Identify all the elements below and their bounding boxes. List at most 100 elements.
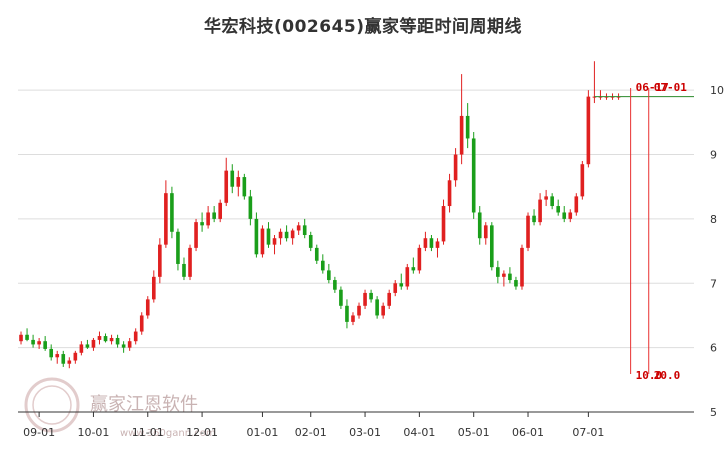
candle-body xyxy=(459,115,464,155)
candle xyxy=(284,225,289,242)
candle-body xyxy=(339,289,343,306)
axes: 5 6 7 8 9 10 09-01 10-01 11-01 12-01 01-01 02-01 03-… xyxy=(18,84,724,439)
candle-body xyxy=(471,138,476,213)
candle xyxy=(405,263,410,290)
candle xyxy=(411,257,416,274)
candle xyxy=(375,296,379,319)
candle xyxy=(97,331,102,345)
candle-body xyxy=(302,225,307,235)
candle xyxy=(164,180,168,248)
candle xyxy=(369,289,373,303)
watermark-text: 赢家江恩软件 xyxy=(90,393,198,415)
candle xyxy=(290,228,295,245)
x-tick-label: 02-01 xyxy=(295,426,327,439)
y-tick-label: 6 xyxy=(710,342,717,355)
candle-body xyxy=(562,212,567,219)
candle xyxy=(489,222,494,271)
candle xyxy=(206,206,210,229)
candle-body xyxy=(248,196,253,219)
candle-body xyxy=(115,337,120,345)
candle-body xyxy=(103,336,108,342)
y-tick-label: 9 xyxy=(710,149,717,162)
candle xyxy=(465,103,470,149)
candle xyxy=(296,222,301,235)
candle-body xyxy=(200,222,204,226)
candle-body xyxy=(91,339,96,348)
cycle-bottom-label: 20.0 xyxy=(654,369,681,382)
candle xyxy=(188,244,192,281)
candle-body xyxy=(387,292,392,306)
candle xyxy=(248,189,253,226)
candle-body xyxy=(284,231,289,239)
y-tick-label: 7 xyxy=(710,277,717,290)
candle-body xyxy=(369,292,373,300)
candle xyxy=(441,199,446,245)
cycle-lines: 06-17 10.0 07-01 20.0 xyxy=(594,81,694,382)
candle-body xyxy=(586,96,591,165)
candle xyxy=(224,157,229,207)
x-tick-label: 12-01 xyxy=(186,426,218,439)
candle-body xyxy=(502,273,506,277)
candle xyxy=(526,212,530,252)
candle xyxy=(133,328,138,345)
candle-body xyxy=(477,212,482,239)
candle-body xyxy=(218,202,223,219)
candle-body xyxy=(357,305,361,316)
candle-body xyxy=(206,212,210,226)
watermark-url: www.360gann.com xyxy=(120,428,216,439)
x-tick-label: 07-01 xyxy=(572,426,604,439)
candle xyxy=(345,299,349,329)
watermark: 赢家江恩软件 www.360gann.com xyxy=(24,377,216,439)
candle-body xyxy=(158,244,162,277)
candle xyxy=(320,254,325,274)
candle-body xyxy=(351,315,355,322)
candle-body xyxy=(290,230,295,239)
x-tick-label: 11-01 xyxy=(132,426,164,439)
candles xyxy=(19,61,621,369)
candle-body xyxy=(447,180,452,207)
candle-body xyxy=(73,352,78,361)
candle-body xyxy=(441,206,446,242)
candle-body xyxy=(254,218,259,255)
candle xyxy=(429,235,434,252)
candle xyxy=(381,302,385,319)
candle xyxy=(417,244,422,274)
candle xyxy=(260,225,265,258)
candle xyxy=(236,170,241,197)
candle-body xyxy=(393,283,398,293)
candle-body xyxy=(19,334,23,342)
candle-body xyxy=(176,231,180,264)
x-tick-label: 10-01 xyxy=(77,426,109,439)
candle-body xyxy=(532,215,536,223)
candle xyxy=(447,173,452,213)
candle xyxy=(556,199,561,216)
candle xyxy=(85,339,90,349)
candle xyxy=(49,344,54,361)
candle-body xyxy=(37,341,41,345)
candle xyxy=(586,90,591,168)
candle xyxy=(115,334,120,348)
cycle-bottom-label: 10.0 xyxy=(636,369,663,382)
candle-body xyxy=(25,334,29,340)
candle-body xyxy=(314,247,319,261)
candle xyxy=(580,160,585,200)
candle xyxy=(333,276,337,293)
candle-body xyxy=(574,196,579,213)
candle xyxy=(532,209,536,226)
y-tick-label: 10 xyxy=(710,84,724,97)
candle-body xyxy=(170,193,174,232)
candle xyxy=(158,238,162,284)
candle-body xyxy=(164,193,168,245)
candle-body xyxy=(375,299,379,316)
candle-body xyxy=(411,267,416,271)
candle xyxy=(194,218,198,252)
chart-title: 华宏科技(002645)赢家等距时间周期线 xyxy=(203,17,522,37)
x-tick-label: 09-01 xyxy=(23,426,55,439)
candle-body xyxy=(580,164,585,197)
candle xyxy=(19,331,23,345)
candle xyxy=(151,270,156,303)
candle-body xyxy=(556,206,561,213)
x-tick-label: 01-01 xyxy=(246,426,278,439)
candle xyxy=(453,148,458,187)
candle xyxy=(170,186,174,239)
